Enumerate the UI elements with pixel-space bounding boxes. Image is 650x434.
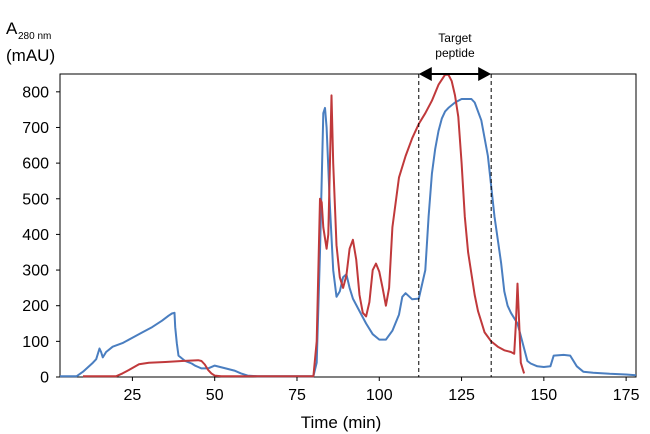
plot-frame — [59, 73, 637, 378]
x-tick-label: 100 — [366, 387, 393, 404]
x-tick-label: 175 — [613, 387, 640, 404]
y-tick-label: 600 — [22, 156, 49, 173]
y-tick-label: 800 — [22, 84, 49, 101]
y-axis-label: A 280 nm (mAU) — [6, 19, 55, 65]
target-arrow-right-head — [478, 67, 492, 81]
x-tick-label: 150 — [530, 387, 557, 404]
y-tick-label: 500 — [22, 191, 49, 208]
x-axis-label: Time (min) — [301, 413, 382, 432]
series-line-1 — [60, 98, 637, 378]
y-axis-label-subscript: 280 nm — [18, 31, 51, 42]
y-tick-label: 0 — [40, 370, 49, 387]
x-tick-label: 75 — [288, 387, 306, 404]
x-tick-label: 125 — [448, 387, 475, 404]
x-tick-label: 50 — [206, 387, 224, 404]
series-line-2 — [83, 73, 526, 378]
y-axis-label-main: A — [6, 19, 18, 38]
y-tick-label: 300 — [22, 263, 49, 280]
annotation-label-line2: peptide — [435, 46, 475, 60]
y-tick-label: 400 — [22, 227, 49, 244]
y-axis-label-unit: (mAU) — [6, 46, 55, 65]
target-arrow-left-head — [418, 67, 432, 81]
x-tick-label: 25 — [124, 387, 142, 404]
annotation-label-line1: Target — [438, 31, 472, 45]
y-tick-label: 700 — [22, 120, 49, 137]
y-tick-label: 200 — [22, 298, 49, 315]
y-tick-label: 100 — [22, 334, 49, 351]
